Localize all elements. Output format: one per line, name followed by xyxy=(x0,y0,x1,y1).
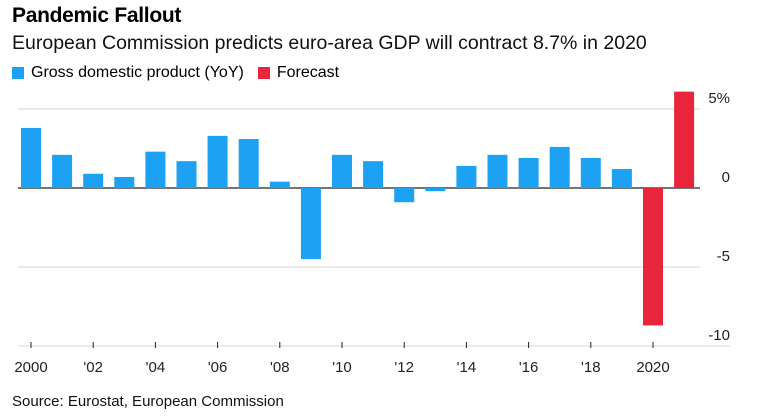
gdp-bar-2017 xyxy=(549,146,570,188)
x-tick-label: '06 xyxy=(208,359,228,376)
gdp-bar-2002 xyxy=(83,173,104,188)
x-tick-label: '04 xyxy=(146,359,166,376)
y-tick-label: 0 xyxy=(722,169,730,186)
chart-title: Pandemic Fallout xyxy=(12,4,182,27)
forecast-bar-2021 xyxy=(674,91,695,188)
y-tick-label: 5% xyxy=(708,90,730,107)
legend-swatch-gdp xyxy=(12,67,24,79)
gdp-bar-2014 xyxy=(456,165,477,188)
gdp-bar-2008 xyxy=(269,181,290,188)
x-axis: 2000 '02 '04 '06 '08 '10 '12 '14 '16 '18 2020 xyxy=(14,342,670,376)
x-tick-label: '16 xyxy=(519,359,539,376)
gdp-bar-2000 xyxy=(21,127,41,188)
legend-item-forecast: Forecast xyxy=(257,64,340,82)
gdp-bar-2018 xyxy=(580,157,601,188)
forecast-bar-2020 xyxy=(643,188,663,326)
y-tick-label: -10 xyxy=(708,327,730,344)
gdp-bar-2003 xyxy=(114,176,135,188)
gdp-bar-2010 xyxy=(332,154,352,188)
gdp-bar-2004 xyxy=(145,151,166,188)
gdp-bar-2006 xyxy=(207,135,228,188)
x-tick-label: '18 xyxy=(581,359,601,376)
gdp-bar-2001 xyxy=(52,154,73,188)
x-tick-label: '10 xyxy=(332,359,352,376)
x-tick-label: '08 xyxy=(270,359,290,376)
chart-source: Source: Eurostat, European Commission xyxy=(12,393,284,410)
gdp-bar-2016 xyxy=(518,157,539,188)
legend-swatch-forecast xyxy=(257,67,270,79)
y-axis: 5% 0 -5 -10 xyxy=(708,90,730,344)
gridlines xyxy=(18,108,730,347)
x-tick-label: 2000 xyxy=(14,359,47,376)
legend-label-gdp: Gross domestic product (YoY) xyxy=(31,64,244,81)
x-tick-label: '02 xyxy=(83,359,103,376)
gdp-bar-2009 xyxy=(300,188,321,260)
gdp-bar-2015 xyxy=(487,154,508,188)
x-tick-label: 2020 xyxy=(636,359,669,376)
y-tick-label: -5 xyxy=(717,248,730,265)
bars xyxy=(21,91,695,326)
x-tick-label: '14 xyxy=(457,359,477,376)
chart-legend: Gross domestic product (YoY) Forecast xyxy=(12,64,353,82)
gdp-bar-2011 xyxy=(363,161,384,188)
x-tick-label: '12 xyxy=(394,359,414,376)
gdp-bar-2012 xyxy=(394,188,415,203)
gdp-bar-2007 xyxy=(238,139,259,188)
legend-label-forecast: Forecast xyxy=(276,64,340,81)
chart-subtitle: European Commission predicts euro-area G… xyxy=(12,32,647,54)
gdp-bar-2019 xyxy=(611,169,632,188)
legend-item-gdp: Gross domestic product (YoY) xyxy=(12,64,244,82)
gdp-bar-2005 xyxy=(176,161,197,188)
gdp-bar-2013 xyxy=(425,188,446,192)
